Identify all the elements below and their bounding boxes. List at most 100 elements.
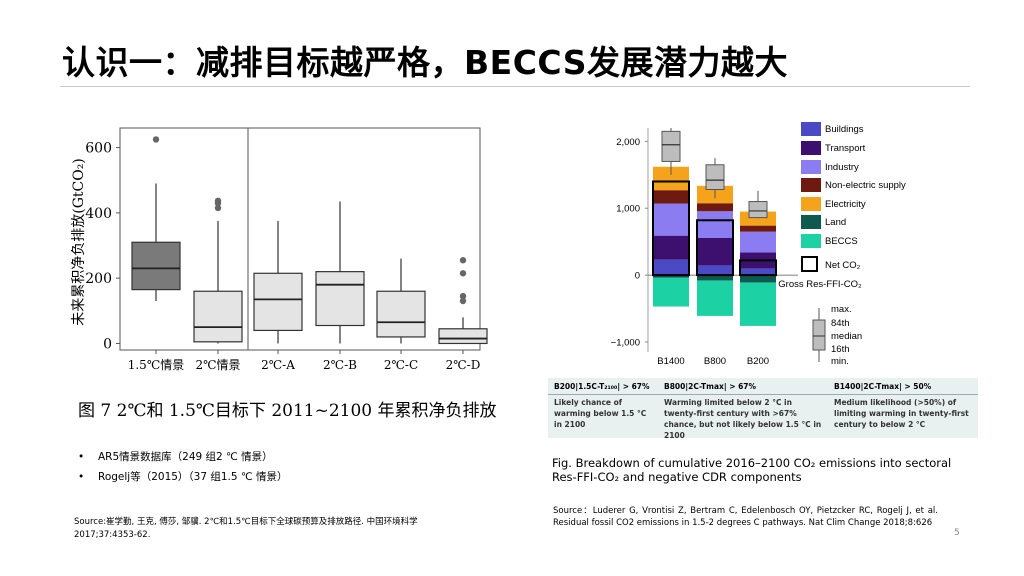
legend-label: Land <box>825 217 846 228</box>
table-header: B200|1.5C-T₂₁₀₀| > 67% <box>554 382 650 391</box>
legend-box-key-label: 16th <box>831 344 850 355</box>
bar-segment-land <box>740 275 776 283</box>
bullet-item: Rogelj等（2015）（37 组1.5 ℃ 情景） <box>78 467 288 487</box>
bar-segment-industry <box>653 203 689 236</box>
legend-label: Buildings <box>825 124 864 135</box>
box-outlier <box>459 257 467 264</box>
left-x-tick-label: 2℃-D <box>446 358 481 372</box>
box-iqr <box>131 241 181 291</box>
right-y-tick-label: 2,000 <box>616 137 640 148</box>
left-y-tick-label: 600 <box>85 141 112 157</box>
left-y-tick-label: 400 <box>85 206 112 222</box>
slide-title: 认识一：减排目标越严格，BECCS发展潜力越大 <box>62 43 789 82</box>
table-header: B1400|2C-Tmax| > 50% <box>834 382 932 391</box>
legend-swatch <box>801 178 821 192</box>
bar-segment-industry <box>740 231 776 253</box>
table-cell: Medium likelihood (>50%) of limiting war… <box>834 398 969 429</box>
bar-segment-non-electric-supply <box>740 225 776 232</box>
bullet-item: AR5情景数据库（249 组2 ℃ 情景） <box>78 447 288 467</box>
legend-label: BECCS <box>825 236 858 247</box>
bar-segment-beccs <box>697 280 733 316</box>
legend-gross-box <box>812 319 826 351</box>
table-rule <box>548 394 978 395</box>
bar-segment-buildings <box>697 265 733 276</box>
bar-segment-transport <box>697 237 733 266</box>
bar-segment-land <box>653 275 689 278</box>
bar-segment-transport <box>653 235 689 260</box>
right-y-tick-label: −1,000 <box>611 337 640 348</box>
left-plot-frame <box>119 127 481 351</box>
left-x-tick-label: 2℃-A <box>261 358 295 372</box>
legend-swatch <box>801 122 821 136</box>
table-header: B800|2C-Tmax| > 67% <box>664 382 757 391</box>
left-y-axis-label: 未来累积净负排放(GtCO₂) <box>71 158 87 326</box>
legend-label: Non-electric supply <box>825 180 906 191</box>
legend-box-key-label: min. <box>831 356 849 367</box>
right-stacked-bar-chart: −1,000 0 1,000 2,000 B1400 B800 B200 Building… <box>611 122 906 367</box>
left-x-tick-label: 2℃-B <box>323 358 357 372</box>
gross-box <box>705 164 725 191</box>
legend-label: Transport <box>825 143 866 154</box>
box-iqr <box>193 290 243 343</box>
net-co2-box <box>652 180 690 277</box>
legend-net-swatch <box>801 256 818 272</box>
page-number: 5 <box>954 528 960 538</box>
right-figure-caption: Fig. Breakdown of cumulative 2016–2100 C… <box>552 456 972 484</box>
caption-line: Fig. Breakdown of cumulative 2016–2100 C… <box>552 456 952 470</box>
left-y-tick-label: 0 <box>103 336 112 352</box>
bar-segment-buildings <box>740 268 776 276</box>
bar-segment-buildings <box>653 259 689 276</box>
net-co2-box <box>696 219 734 277</box>
right-y-tick-label: 1,000 <box>616 204 640 215</box>
right-source-note: Source：Luderer G, Vrontisi Z, Bertram C,… <box>553 506 938 528</box>
box-iqr <box>253 272 303 332</box>
bar-segment-non-electric-supply <box>697 203 733 212</box>
legend-swatch <box>801 141 821 155</box>
left-x-tick-label: 2℃情景 <box>195 358 240 372</box>
right-x-tick-label: B200 <box>747 356 769 367</box>
box-outlier <box>214 197 222 205</box>
box-outlier <box>152 136 160 143</box>
title-divider <box>60 86 970 87</box>
legend-box-key-label: max. <box>831 304 852 315</box>
legend-swatch <box>801 197 821 211</box>
bar-segment-land <box>697 275 733 281</box>
legend-label: Industry <box>825 162 859 173</box>
legend-label: Electricity <box>825 199 866 210</box>
left-source-note: Source:崔学勤, 王克, 傅莎, 邹骥. 2℃和1.5℃目标下全球碳预算及… <box>74 517 418 540</box>
table-cell: Likely chance of warming below 1.5 °C in… <box>554 398 647 429</box>
left-x-tick-label: 1.5℃情景 <box>128 358 185 372</box>
box-outlier <box>459 292 467 300</box>
bar-segment-electricity <box>653 166 689 191</box>
legend-swatch <box>801 215 821 229</box>
legend-label: Net CO₂ <box>825 260 861 271</box>
table-cell: Warming limited below 2 °C in twenty-fir… <box>664 398 822 440</box>
box-iqr <box>376 290 426 338</box>
gross-box <box>661 130 681 162</box>
right-x-tick-label: B800 <box>704 356 726 367</box>
left-y-tick-label: 200 <box>85 271 112 287</box>
box-outlier <box>459 270 467 277</box>
scenario-table: B200|1.5C-T₂₁₀₀| > 67% B800|2C-Tmax| > 6… <box>548 378 978 440</box>
bar-segment-beccs <box>653 277 689 307</box>
left-x-tick-label: 2℃-C <box>384 358 418 372</box>
legend-label: Gross Res-FFI-CO₂ <box>778 279 862 290</box>
net-co2-box <box>739 259 777 277</box>
left-boxplot-chart: 0 200 400 600 1.5℃情景 2℃情景 2℃-A 2℃-B 2℃-C 2℃-D 未来… <box>71 127 488 372</box>
box-outlier <box>459 297 467 305</box>
left-figure-caption: 图 7 2℃和 1.5℃目标下 2011~2100 年累积净负排放 <box>78 401 497 421</box>
bar-segment-non-electric-supply <box>653 190 689 204</box>
box-outlier <box>214 204 222 212</box>
legend-box-key-label: median <box>831 331 862 342</box>
caption-line: Res-FFI-CO₂ and negative CDR components <box>552 470 802 484</box>
right-y-tick-label: 0 <box>635 271 640 282</box>
box-iqr <box>315 271 365 327</box>
legend-box-key-label: 84th <box>831 318 850 329</box>
box-iqr <box>438 328 488 345</box>
legend-swatch <box>801 234 821 248</box>
gross-box <box>748 201 768 219</box>
bar-segment-industry <box>697 211 733 238</box>
bullet-list: AR5情景数据库（249 组2 ℃ 情景） Rogelj等（2015）（37 组… <box>78 447 288 487</box>
bar-segment-beccs <box>740 282 776 326</box>
right-x-tick-label: B1400 <box>657 356 684 367</box>
